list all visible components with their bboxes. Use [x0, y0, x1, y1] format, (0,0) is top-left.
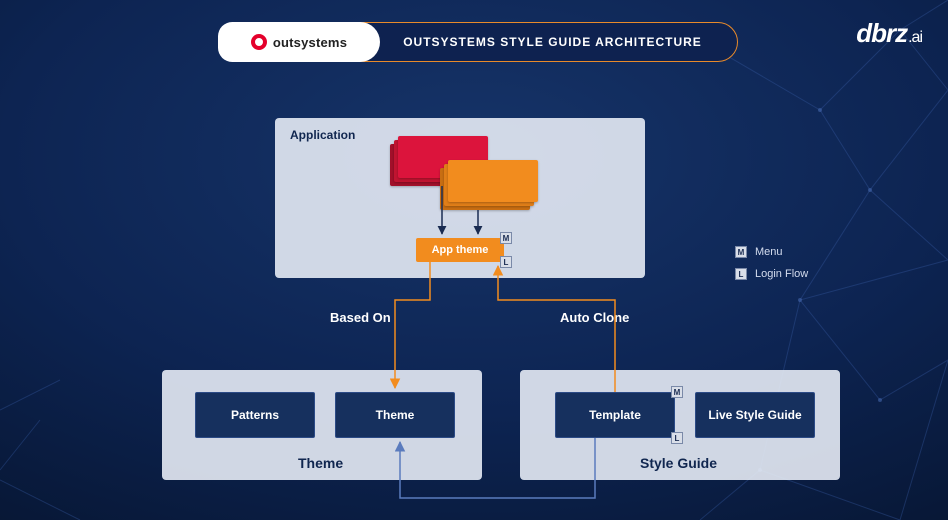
- group-caption-theme: Theme: [298, 455, 343, 471]
- legend-m-icon: M: [735, 246, 747, 258]
- group-caption-style-guide: Style Guide: [640, 455, 717, 471]
- legend-menu-label: Menu: [755, 246, 783, 258]
- app-theme-chip: App theme: [416, 238, 504, 262]
- box-theme-label: Theme: [376, 408, 415, 422]
- header-pill: outsystems OUTSYSTEMS STYLE GUIDE ARCHIT…: [218, 22, 738, 62]
- brand-logo: dbrz.ai: [856, 18, 922, 49]
- template-tag-m-icon: M: [671, 386, 683, 398]
- brand-main: dbrz: [856, 18, 907, 48]
- box-template: Template: [555, 392, 675, 438]
- tag-m-icon: M: [500, 232, 512, 244]
- legend-row-login: L Login Flow: [735, 268, 808, 280]
- outsystems-logo: outsystems: [218, 22, 380, 62]
- template-tag-l-icon: L: [671, 432, 683, 444]
- app-theme-label: App theme: [432, 244, 489, 256]
- box-live-style-guide-label: Live Style Guide: [708, 408, 801, 422]
- brand-suffix: .ai: [908, 29, 922, 46]
- outsystems-wordmark: outsystems: [273, 35, 347, 50]
- edge-label-based-on: Based On: [330, 310, 391, 325]
- box-patterns: Patterns: [195, 392, 315, 438]
- legend-l-icon: L: [735, 268, 747, 280]
- legend-row-menu: M Menu: [735, 246, 808, 258]
- edge-label-auto-clone: Auto Clone: [560, 310, 629, 325]
- box-live-style-guide: Live Style Guide: [695, 392, 815, 438]
- panel-application-label: Application: [290, 128, 355, 142]
- box-template-label: Template: [589, 408, 641, 422]
- page-title: OUTSYSTEMS STYLE GUIDE ARCHITECTURE: [380, 35, 737, 49]
- box-theme: Theme: [335, 392, 455, 438]
- tag-l-icon: L: [500, 256, 512, 268]
- box-patterns-label: Patterns: [231, 408, 279, 422]
- legend: M Menu L Login Flow: [735, 246, 808, 290]
- outsystems-ring-icon: [251, 34, 267, 50]
- legend-login-label: Login Flow: [755, 268, 808, 280]
